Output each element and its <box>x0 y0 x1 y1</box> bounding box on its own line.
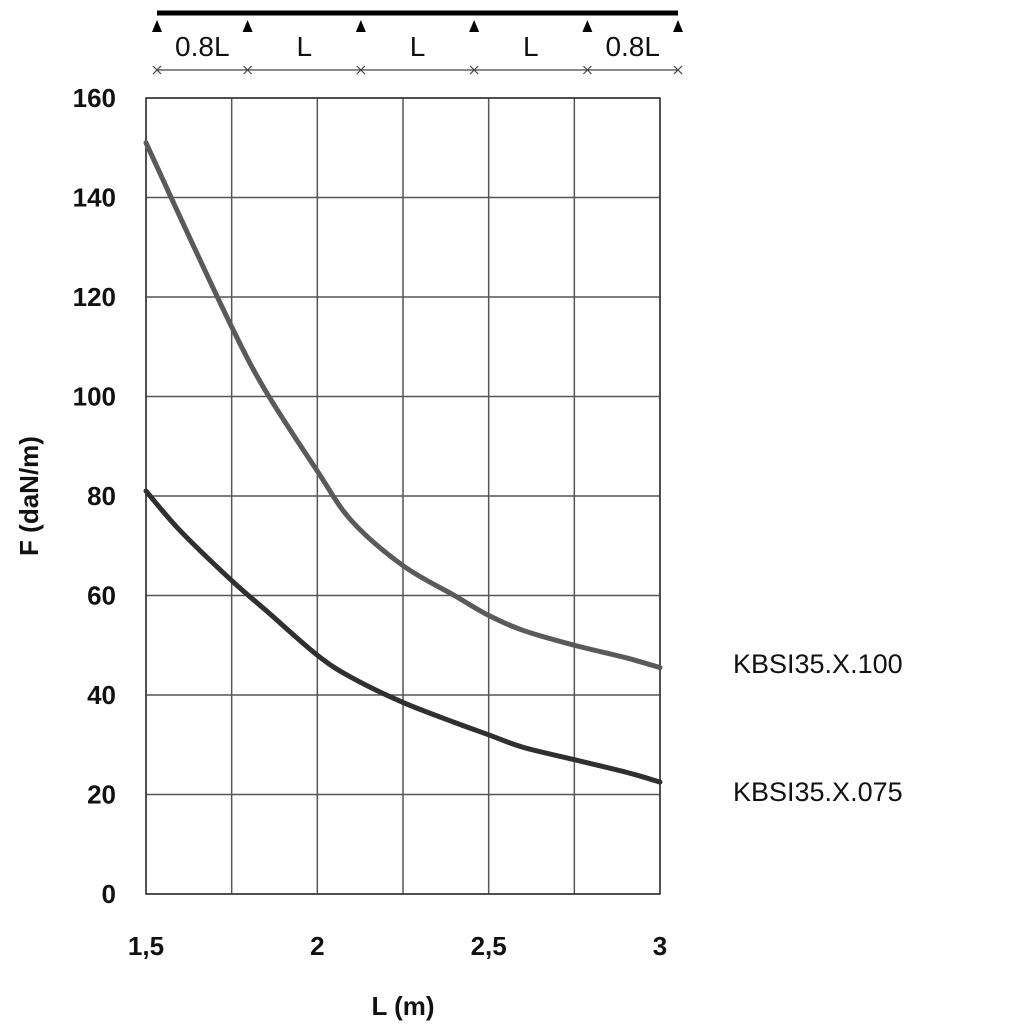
x-tick-label: 3 <box>653 931 667 961</box>
dimension-tick <box>469 65 479 75</box>
y-tick-label: 160 <box>73 83 116 113</box>
y-tick-label: 60 <box>87 581 116 611</box>
x-axis-label: L (m) <box>371 991 434 1021</box>
chart-series <box>143 140 663 785</box>
plot-frame <box>145 97 661 895</box>
y-tick-label: 100 <box>73 382 116 412</box>
support-icon <box>469 20 480 32</box>
support-icon <box>242 20 253 32</box>
support-icon <box>582 20 593 32</box>
span-label: L <box>296 31 312 62</box>
x-tick-label: 1,5 <box>128 931 164 961</box>
legend-entry: KBSI35.X.075 <box>733 777 903 807</box>
x-tick-label: 2 <box>310 931 324 961</box>
y-axis-label: F (daN/m) <box>14 436 44 556</box>
y-tick-label: 140 <box>73 183 116 213</box>
y-tick-label: 20 <box>87 780 116 810</box>
y-tick-label: 40 <box>87 680 116 710</box>
chart-grid <box>145 97 661 895</box>
legend-entry: KBSI35.X.100 <box>733 649 903 679</box>
dimension-tick <box>356 65 366 75</box>
dimension-tick <box>673 65 683 75</box>
span-label: L <box>523 31 539 62</box>
beam-diagram: 0.8L L L L 0.8L <box>152 10 683 75</box>
support-icon <box>673 20 683 32</box>
y-tick-label: 0 <box>102 879 116 909</box>
series-line-2 <box>143 488 663 785</box>
span-label: 0.8L <box>175 31 230 62</box>
support-icon <box>152 20 162 32</box>
series-line-1 <box>143 140 663 671</box>
chart-legend: KBSI35.X.100 KBSI35.X.075 <box>733 649 903 807</box>
span-label: L <box>410 31 426 62</box>
dimension-tick <box>243 65 253 75</box>
chart-ticks: 0 20 40 60 80 100 120 140 160 1,5 2 2,5 3 <box>73 83 668 961</box>
dimension-tick <box>152 65 162 75</box>
y-tick-label: 120 <box>73 282 116 312</box>
support-icon <box>355 20 366 32</box>
x-tick-label: 2,5 <box>471 931 507 961</box>
span-label: 0.8L <box>605 31 660 62</box>
dimension-tick <box>582 65 592 75</box>
y-tick-label: 80 <box>87 481 116 511</box>
